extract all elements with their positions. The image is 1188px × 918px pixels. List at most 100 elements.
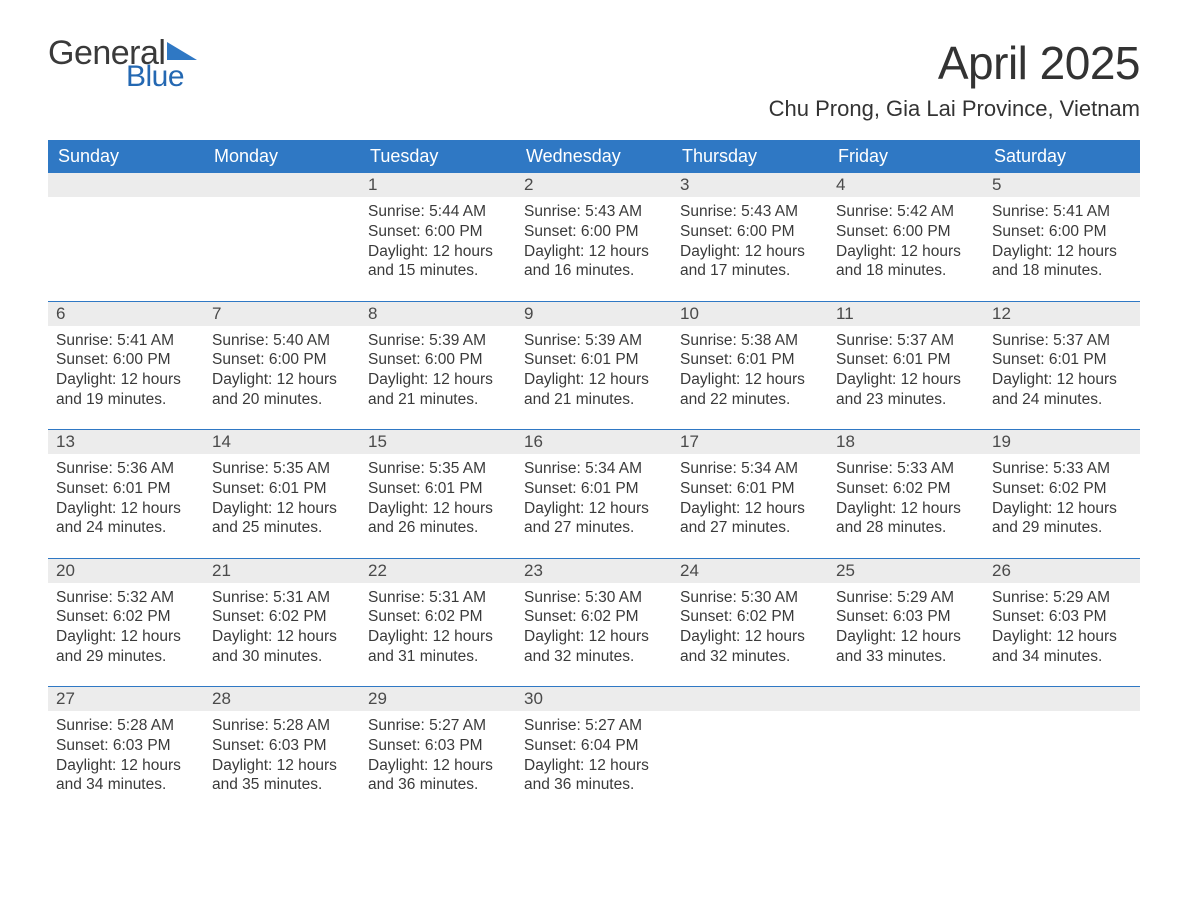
day-cell: 24Sunrise: 5:30 AMSunset: 6:02 PMDayligh… — [672, 559, 828, 687]
day-body: Sunrise: 5:44 AMSunset: 6:00 PMDaylight:… — [360, 197, 516, 291]
sunset-line: Sunset: 6:04 PM — [524, 736, 664, 756]
day-number: 24 — [672, 559, 828, 583]
day-cell: 13Sunrise: 5:36 AMSunset: 6:01 PMDayligh… — [48, 430, 204, 558]
sunset-line: Sunset: 6:00 PM — [992, 222, 1132, 242]
daylight-line: Daylight: 12 hours and 27 minutes. — [524, 499, 664, 539]
sunrise-line: Sunrise: 5:43 AM — [680, 202, 820, 222]
day-body: Sunrise: 5:36 AMSunset: 6:01 PMDaylight:… — [48, 454, 204, 548]
day-body: Sunrise: 5:30 AMSunset: 6:02 PMDaylight:… — [516, 583, 672, 677]
sunrise-line: Sunrise: 5:35 AM — [368, 459, 508, 479]
sunset-line: Sunset: 6:03 PM — [212, 736, 352, 756]
sunrise-line: Sunrise: 5:44 AM — [368, 202, 508, 222]
day-body: Sunrise: 5:43 AMSunset: 6:00 PMDaylight:… — [672, 197, 828, 291]
day-cell: 17Sunrise: 5:34 AMSunset: 6:01 PMDayligh… — [672, 430, 828, 558]
day-body: Sunrise: 5:41 AMSunset: 6:00 PMDaylight:… — [48, 326, 204, 420]
day-number: 27 — [48, 687, 204, 711]
sunrise-line: Sunrise: 5:39 AM — [524, 331, 664, 351]
day-body: Sunrise: 5:43 AMSunset: 6:00 PMDaylight:… — [516, 197, 672, 291]
sunset-line: Sunset: 6:02 PM — [368, 607, 508, 627]
day-body: Sunrise: 5:31 AMSunset: 6:02 PMDaylight:… — [360, 583, 516, 677]
week-row: 1Sunrise: 5:44 AMSunset: 6:00 PMDaylight… — [48, 173, 1140, 301]
title-block: April 2025 Chu Prong, Gia Lai Province, … — [769, 36, 1140, 122]
sunset-line: Sunset: 6:01 PM — [524, 350, 664, 370]
day-cell: 9Sunrise: 5:39 AMSunset: 6:01 PMDaylight… — [516, 302, 672, 430]
sunrise-line: Sunrise: 5:40 AM — [212, 331, 352, 351]
day-cell: 18Sunrise: 5:33 AMSunset: 6:02 PMDayligh… — [828, 430, 984, 558]
day-cell: 10Sunrise: 5:38 AMSunset: 6:01 PMDayligh… — [672, 302, 828, 430]
calendar-body: 1Sunrise: 5:44 AMSunset: 6:00 PMDaylight… — [48, 173, 1140, 815]
sunset-line: Sunset: 6:01 PM — [368, 479, 508, 499]
sunrise-line: Sunrise: 5:37 AM — [992, 331, 1132, 351]
day-number: 4 — [828, 173, 984, 197]
sunrise-line: Sunrise: 5:34 AM — [524, 459, 664, 479]
daylight-line: Daylight: 12 hours and 36 minutes. — [368, 756, 508, 796]
day-cell: 12Sunrise: 5:37 AMSunset: 6:01 PMDayligh… — [984, 302, 1140, 430]
day-cell: 28Sunrise: 5:28 AMSunset: 6:03 PMDayligh… — [204, 687, 360, 815]
day-body: Sunrise: 5:29 AMSunset: 6:03 PMDaylight:… — [828, 583, 984, 677]
sunrise-line: Sunrise: 5:28 AM — [56, 716, 196, 736]
sunset-line: Sunset: 6:00 PM — [368, 350, 508, 370]
sunrise-line: Sunrise: 5:33 AM — [836, 459, 976, 479]
daylight-line: Daylight: 12 hours and 35 minutes. — [212, 756, 352, 796]
daylight-line: Daylight: 12 hours and 32 minutes. — [524, 627, 664, 667]
sunset-line: Sunset: 6:03 PM — [836, 607, 976, 627]
week-row: 27Sunrise: 5:28 AMSunset: 6:03 PMDayligh… — [48, 687, 1140, 815]
day-cell: 11Sunrise: 5:37 AMSunset: 6:01 PMDayligh… — [828, 302, 984, 430]
day-body: Sunrise: 5:35 AMSunset: 6:01 PMDaylight:… — [360, 454, 516, 548]
sunset-line: Sunset: 6:00 PM — [212, 350, 352, 370]
sunset-line: Sunset: 6:01 PM — [992, 350, 1132, 370]
day-cell: 26Sunrise: 5:29 AMSunset: 6:03 PMDayligh… — [984, 559, 1140, 687]
day-number: 9 — [516, 302, 672, 326]
day-number: 23 — [516, 559, 672, 583]
daylight-line: Daylight: 12 hours and 18 minutes. — [992, 242, 1132, 282]
daylight-line: Daylight: 12 hours and 24 minutes. — [56, 499, 196, 539]
page: General Blue April 2025 Chu Prong, Gia L… — [0, 0, 1188, 863]
daylight-line: Daylight: 12 hours and 19 minutes. — [56, 370, 196, 410]
sunrise-line: Sunrise: 5:30 AM — [680, 588, 820, 608]
sunrise-line: Sunrise: 5:38 AM — [680, 331, 820, 351]
sunset-line: Sunset: 6:02 PM — [212, 607, 352, 627]
sunset-line: Sunset: 6:01 PM — [212, 479, 352, 499]
daylight-line: Daylight: 12 hours and 21 minutes. — [368, 370, 508, 410]
sunrise-line: Sunrise: 5:29 AM — [836, 588, 976, 608]
day-body: Sunrise: 5:27 AMSunset: 6:03 PMDaylight:… — [360, 711, 516, 805]
sunset-line: Sunset: 6:02 PM — [524, 607, 664, 627]
day-body: Sunrise: 5:39 AMSunset: 6:00 PMDaylight:… — [360, 326, 516, 420]
day-body: Sunrise: 5:31 AMSunset: 6:02 PMDaylight:… — [204, 583, 360, 677]
day-cell — [984, 687, 1140, 815]
col-friday: Friday — [828, 140, 984, 173]
sunrise-line: Sunrise: 5:31 AM — [212, 588, 352, 608]
calendar-table: Sunday Monday Tuesday Wednesday Thursday… — [48, 140, 1140, 815]
sunset-line: Sunset: 6:00 PM — [56, 350, 196, 370]
day-cell — [204, 173, 360, 301]
sunrise-line: Sunrise: 5:34 AM — [680, 459, 820, 479]
weekday-header-row: Sunday Monday Tuesday Wednesday Thursday… — [48, 140, 1140, 173]
sunset-line: Sunset: 6:01 PM — [680, 479, 820, 499]
sunrise-line: Sunrise: 5:31 AM — [368, 588, 508, 608]
sunrise-line: Sunrise: 5:39 AM — [368, 331, 508, 351]
day-cell — [672, 687, 828, 815]
daylight-line: Daylight: 12 hours and 33 minutes. — [836, 627, 976, 667]
day-cell: 4Sunrise: 5:42 AMSunset: 6:00 PMDaylight… — [828, 173, 984, 301]
location: Chu Prong, Gia Lai Province, Vietnam — [769, 96, 1140, 122]
day-body: Sunrise: 5:29 AMSunset: 6:03 PMDaylight:… — [984, 583, 1140, 677]
day-number: 20 — [48, 559, 204, 583]
day-cell: 30Sunrise: 5:27 AMSunset: 6:04 PMDayligh… — [516, 687, 672, 815]
day-number: 10 — [672, 302, 828, 326]
sunset-line: Sunset: 6:01 PM — [680, 350, 820, 370]
day-body: Sunrise: 5:28 AMSunset: 6:03 PMDaylight:… — [48, 711, 204, 805]
day-body: Sunrise: 5:32 AMSunset: 6:02 PMDaylight:… — [48, 583, 204, 677]
sunrise-line: Sunrise: 5:41 AM — [56, 331, 196, 351]
daylight-line: Daylight: 12 hours and 17 minutes. — [680, 242, 820, 282]
sunrise-line: Sunrise: 5:32 AM — [56, 588, 196, 608]
daylight-line: Daylight: 12 hours and 26 minutes. — [368, 499, 508, 539]
day-number: 12 — [984, 302, 1140, 326]
daylight-line: Daylight: 12 hours and 28 minutes. — [836, 499, 976, 539]
week-row: 20Sunrise: 5:32 AMSunset: 6:02 PMDayligh… — [48, 559, 1140, 687]
daylight-line: Daylight: 12 hours and 29 minutes. — [56, 627, 196, 667]
week-row: 13Sunrise: 5:36 AMSunset: 6:01 PMDayligh… — [48, 430, 1140, 558]
daylight-line: Daylight: 12 hours and 27 minutes. — [680, 499, 820, 539]
day-number-empty — [672, 687, 828, 711]
page-title: April 2025 — [769, 36, 1140, 90]
sunset-line: Sunset: 6:03 PM — [992, 607, 1132, 627]
